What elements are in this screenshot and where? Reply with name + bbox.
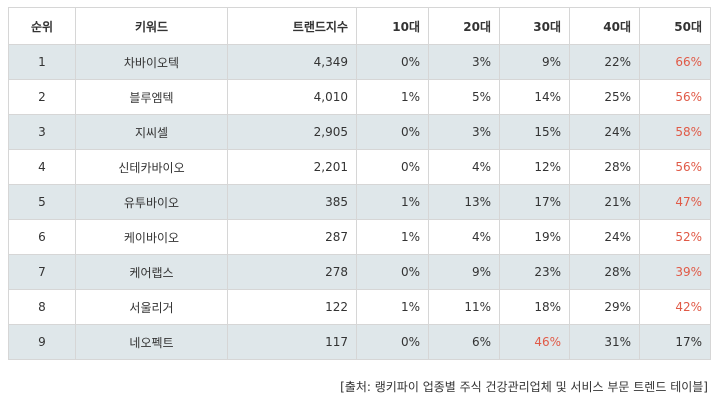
cell-rank: 3 — [8, 114, 76, 150]
header-row: 순위 키워드 트랜드지수 10대 20대 30대 40대 50대 — [8, 7, 711, 45]
cell-30s: 14% — [499, 79, 570, 115]
cell-20s: 3% — [428, 44, 500, 80]
cell-trend-index: 4,010 — [227, 79, 357, 115]
cell-keyword: 케이바이오 — [75, 219, 228, 255]
cell-keyword: 신테카바이오 — [75, 149, 228, 185]
cell-keyword: 차바이오텍 — [75, 44, 228, 80]
cell-50s: 52% — [639, 219, 711, 255]
cell-40s: 25% — [569, 79, 640, 115]
cell-20s: 5% — [428, 79, 500, 115]
header-rank: 순위 — [8, 7, 76, 45]
cell-50s: 39% — [639, 254, 711, 290]
table-row: 8 서울리거 122 1% 11% 18% 29% 42% — [8, 289, 711, 325]
cell-30s: 46% — [499, 324, 570, 360]
header-40s: 40대 — [569, 7, 640, 45]
cell-30s: 12% — [499, 149, 570, 185]
cell-30s: 17% — [499, 184, 570, 220]
cell-10s: 0% — [356, 114, 429, 150]
cell-keyword: 블루엠텍 — [75, 79, 228, 115]
cell-40s: 29% — [569, 289, 640, 325]
header-30s: 30대 — [499, 7, 570, 45]
table-body: 1 차바이오텍 4,349 0% 3% 9% 22% 66% 2 블루엠텍 4,010 1% 5% 14%… — [8, 44, 711, 360]
cell-40s: 22% — [569, 44, 640, 80]
cell-trend-index: 2,201 — [227, 149, 357, 185]
cell-trend-index: 4,349 — [227, 44, 357, 80]
cell-50s: 56% — [639, 149, 711, 185]
cell-trend-index: 287 — [227, 219, 357, 255]
cell-rank: 1 — [8, 44, 76, 80]
cell-20s: 9% — [428, 254, 500, 290]
cell-40s: 24% — [569, 114, 640, 150]
cell-50s: 58% — [639, 114, 711, 150]
cell-40s: 24% — [569, 219, 640, 255]
cell-rank: 4 — [8, 149, 76, 185]
table-header: 순위 키워드 트랜드지수 10대 20대 30대 40대 50대 — [8, 7, 711, 45]
cell-trend-index: 278 — [227, 254, 357, 290]
table-row: 9 네오펙트 117 0% 6% 46% 31% 17% — [8, 324, 711, 360]
cell-trend-index: 385 — [227, 184, 357, 220]
cell-40s: 21% — [569, 184, 640, 220]
cell-30s: 15% — [499, 114, 570, 150]
cell-trend-index: 117 — [227, 324, 357, 360]
cell-10s: 1% — [356, 79, 429, 115]
cell-50s: 66% — [639, 44, 711, 80]
cell-rank: 6 — [8, 219, 76, 255]
cell-10s: 0% — [356, 324, 429, 360]
cell-rank: 8 — [8, 289, 76, 325]
trend-table: 순위 키워드 트랜드지수 10대 20대 30대 40대 50대 1 차바이오텍 4… — [8, 7, 711, 360]
table-row: 3 지씨셀 2,905 0% 3% 15% 24% 58% — [8, 114, 711, 150]
header-10s: 10대 — [356, 7, 429, 45]
cell-20s: 4% — [428, 149, 500, 185]
cell-keyword: 유투바이오 — [75, 184, 228, 220]
cell-20s: 13% — [428, 184, 500, 220]
cell-rank: 5 — [8, 184, 76, 220]
cell-10s: 1% — [356, 184, 429, 220]
cell-30s: 19% — [499, 219, 570, 255]
cell-20s: 4% — [428, 219, 500, 255]
cell-keyword: 서울리거 — [75, 289, 228, 325]
cell-30s: 9% — [499, 44, 570, 80]
cell-10s: 1% — [356, 219, 429, 255]
cell-keyword: 네오펙트 — [75, 324, 228, 360]
cell-40s: 31% — [569, 324, 640, 360]
header-50s: 50대 — [639, 7, 711, 45]
cell-40s: 28% — [569, 254, 640, 290]
cell-trend-index: 2,905 — [227, 114, 357, 150]
cell-10s: 0% — [356, 254, 429, 290]
cell-rank: 7 — [8, 254, 76, 290]
cell-50s: 56% — [639, 79, 711, 115]
cell-30s: 23% — [499, 254, 570, 290]
cell-keyword: 케어랩스 — [75, 254, 228, 290]
cell-20s: 11% — [428, 289, 500, 325]
table-row: 2 블루엠텍 4,010 1% 5% 14% 25% 56% — [8, 79, 711, 115]
cell-rank: 2 — [8, 79, 76, 115]
table-row: 7 케어랩스 278 0% 9% 23% 28% 39% — [8, 254, 711, 290]
cell-rank: 9 — [8, 324, 76, 360]
header-trend-index: 트랜드지수 — [227, 7, 357, 45]
cell-40s: 28% — [569, 149, 640, 185]
cell-50s: 42% — [639, 289, 711, 325]
header-keyword: 키워드 — [75, 7, 228, 45]
table-row: 1 차바이오텍 4,349 0% 3% 9% 22% 66% — [8, 44, 711, 80]
table-row: 4 신테카바이오 2,201 0% 4% 12% 28% 56% — [8, 149, 711, 185]
cell-20s: 3% — [428, 114, 500, 150]
cell-10s: 0% — [356, 44, 429, 80]
cell-30s: 18% — [499, 289, 570, 325]
cell-10s: 1% — [356, 289, 429, 325]
table-row: 6 케이바이오 287 1% 4% 19% 24% 52% — [8, 219, 711, 255]
cell-50s: 47% — [639, 184, 711, 220]
header-20s: 20대 — [428, 7, 500, 45]
cell-50s: 17% — [639, 324, 711, 360]
cell-20s: 6% — [428, 324, 500, 360]
cell-trend-index: 122 — [227, 289, 357, 325]
cell-keyword: 지씨셀 — [75, 114, 228, 150]
cell-10s: 0% — [356, 149, 429, 185]
source-caption: [출처: 랭키파이 업종별 주식 건강관리업체 및 서비스 부문 트렌드 테이블… — [340, 380, 708, 394]
table-row: 5 유투바이오 385 1% 13% 17% 21% 47% — [8, 184, 711, 220]
